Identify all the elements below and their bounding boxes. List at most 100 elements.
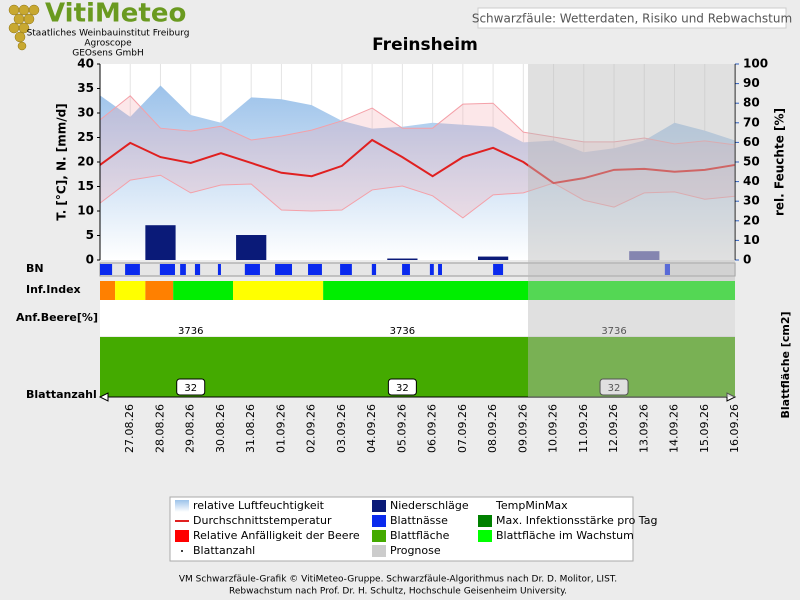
leaf-area-label: 3736 [390,326,415,337]
bn-mark [493,264,504,275]
x-tick-label: 31.08.26 [244,404,257,453]
legend-swatch [372,545,386,557]
y2-tick-label: 70 [743,115,760,129]
subtitle: Schwarzfäule: Wetterdaten, Risiko und Re… [472,12,792,26]
y-tick-label: 30 [77,106,94,120]
temp-low [99,174,736,219]
x-tick-label: 01.09.26 [274,404,287,453]
x-tick-label: 16.09.26 [728,404,741,453]
x-tick-label: 07.09.26 [456,404,469,453]
leaf-count-box [176,378,206,396]
legend-label: TempMinMax [495,499,568,512]
humidity-area [100,85,735,260]
row-label: Blattfläche [cm2] [779,311,792,418]
bn-mark [100,264,113,275]
bn-mark [438,264,442,275]
legend-label: Blattanzahl [193,544,255,557]
legend-swatch [175,530,189,542]
x-tick-label: 13.09.26 [637,404,650,453]
inf-segment [115,281,146,300]
precip-bar [387,258,418,260]
row-label: Inf.Index [26,283,81,296]
legend-swatch [372,500,386,512]
bn-mark [159,264,175,275]
leaf-area-label: 3736 [601,326,626,337]
leaf-area-label: 3736 [178,326,203,337]
legend-swatch [372,515,386,527]
leaf-count-label: 32 [184,383,197,394]
legend-label: Max. Infektionsstärke pro Tag [496,514,657,527]
y-tick-label: 40 [77,57,94,71]
prognosis-overlay [528,64,735,397]
y2-tick-label: 80 [743,96,760,110]
y2-tick-label: 40 [743,174,760,188]
y-tick-label: 5 [86,228,94,242]
y-tick-label: 25 [77,130,94,144]
leaf-count-label: 32 [396,383,409,394]
precip-bar [477,256,509,260]
legend-label: Relative Anfälligkeit der Beere [193,529,360,542]
x-tick-label: 12.09.26 [607,404,620,453]
bn-mark [125,264,140,275]
leaf-count-box [599,378,629,396]
y2-tick-label: 10 [743,233,760,247]
legend-label: Blattfläche [390,529,450,542]
bn-mark [194,264,201,275]
bn-mark [180,264,186,275]
logo: VitiMeteo [45,0,186,29]
x-tick-label: 10.09.26 [547,404,560,453]
y2-tick-label: 90 [743,76,760,90]
leaf-area [100,337,735,397]
footer: Rebwachstum nach Prof. Dr. H. Schultz, H… [229,587,567,597]
x-tick-label: 04.09.26 [365,404,378,453]
legend-swatch [175,500,189,512]
legend-swatch [181,550,183,552]
y2-axis-label: rel. Feuchte [%] [773,108,787,216]
x-tick-label: 09.09.26 [516,404,529,453]
arrow-right [726,392,737,402]
y2-tick-label: 20 [743,213,760,227]
x-tick-label: 03.09.26 [335,404,348,453]
x-tick-label: 27.08.26 [123,404,136,453]
arrow-left [98,392,109,402]
temperature-line [99,138,736,185]
legend-swatch [478,515,492,527]
legend-label: Blattfläche im Wachstum [496,529,634,542]
inf-segment [145,281,174,300]
precip-bar [145,225,176,260]
row-label: Anf.Beere[%] [16,311,98,324]
legend-label: Durchschnittstemperatur [193,514,332,527]
legend-swatch [372,530,386,542]
subtitle-box [477,7,787,29]
x-tick-label: 30.08.26 [214,404,227,453]
y-tick-label: 10 [77,204,94,218]
legend-label: Blattnässe [390,514,448,527]
y-tick-label: 35 [77,81,94,95]
y-tick-label: 20 [77,155,94,169]
bn-mark [244,264,260,275]
bn-mark [217,264,221,275]
x-tick-label: 08.09.26 [486,404,499,453]
inf-segment [100,281,116,300]
legend-label: Prognose [390,544,441,557]
y2-tick-label: 50 [743,155,760,169]
inf-segment [323,281,735,300]
x-tick-label: 02.09.26 [305,404,318,453]
x-tick-label: 14.09.26 [668,404,681,453]
legend-label: relative Luftfeuchtigkeit [193,499,325,512]
y2-tick-label: 30 [743,194,760,208]
beere-row [100,300,735,336]
temp-high [99,95,736,146]
y-tick-label: 15 [77,179,94,193]
x-tick-label: 28.08.26 [153,404,166,453]
bn-mark [340,264,352,275]
leaf-count-box [387,378,417,396]
org: Staatliches Weinbauinstitut Freiburg [27,29,190,39]
y-tick-label: 0 [86,253,94,267]
org: Agroscope [84,39,132,49]
org: GEOsens GmbH [72,49,143,59]
y2-tick-label: 60 [743,135,760,149]
leaf-count-label: 32 [608,383,621,394]
x-tick-label: 15.09.26 [698,404,711,453]
